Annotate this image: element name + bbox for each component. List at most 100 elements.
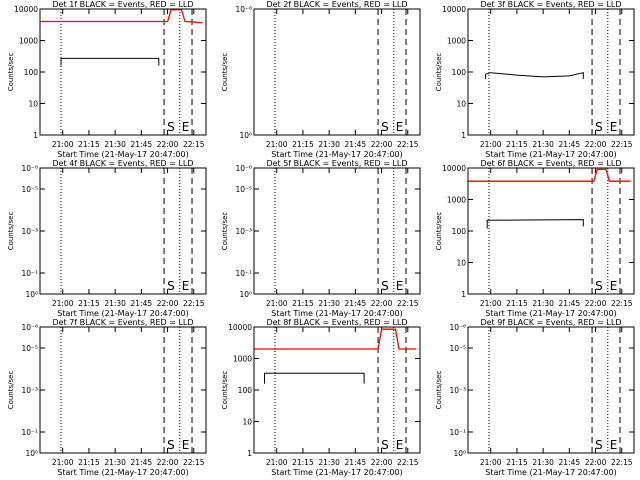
series-line-1 bbox=[485, 72, 584, 79]
panel-title: Det 5f BLACK = Events, RED = LLD bbox=[266, 159, 407, 168]
end-marker-label: E bbox=[182, 279, 190, 293]
series-line-1 bbox=[486, 219, 584, 229]
y-axis-label: Counts/sec bbox=[7, 53, 15, 92]
x-tick-label: 21:45 bbox=[559, 299, 581, 308]
x-axis-label: Start Time (21-May-17 20:47:00) bbox=[57, 309, 188, 318]
x-tick-label: 21:45 bbox=[131, 140, 153, 149]
x-tick-label: 22:00 bbox=[585, 299, 607, 308]
y-tick-label: 10⁻⁵ bbox=[449, 344, 466, 353]
x-tick-label: 21:15 bbox=[506, 458, 528, 467]
x-tick-label: 22:15 bbox=[611, 458, 633, 467]
y-tick-label: 10⁻⁵ bbox=[21, 344, 38, 353]
y-axis-label: Counts/sec bbox=[435, 53, 443, 92]
end-marker-label: E bbox=[182, 438, 190, 452]
plot-frame bbox=[253, 326, 421, 454]
x-tick-label: 21:15 bbox=[78, 458, 100, 467]
x-tick-label: 21:00 bbox=[266, 140, 288, 149]
x-tick-label: 21:00 bbox=[52, 299, 74, 308]
x-tick-label: 22:00 bbox=[371, 299, 393, 308]
panel-title: Det 8f BLACK = Events, RED = LLD bbox=[266, 318, 407, 327]
x-tick-label: 22:15 bbox=[397, 458, 419, 467]
start-marker-label: S bbox=[381, 279, 389, 293]
end-marker-label: E bbox=[610, 279, 618, 293]
y-tick-label: 10000 bbox=[442, 5, 466, 14]
start-marker-label: S bbox=[595, 120, 603, 134]
y-axis-label: Counts/sec bbox=[221, 371, 229, 410]
panel-8: Det 8f BLACK = Events, RED = LLD 1 10 100 10… bbox=[221, 318, 421, 477]
x-tick-label: 21:45 bbox=[345, 458, 367, 467]
x-tick-label: 21:15 bbox=[292, 299, 314, 308]
x-tick-label: 21:15 bbox=[78, 299, 100, 308]
x-tick-label: 21:30 bbox=[318, 299, 340, 308]
y-tick-label: 10⁻⁶ bbox=[235, 5, 252, 14]
x-tick-label: 21:00 bbox=[480, 458, 502, 467]
x-tick-label: 22:15 bbox=[397, 299, 419, 308]
end-marker-label: E bbox=[610, 120, 618, 134]
y-tick-label: 10⁻⁶ bbox=[235, 164, 252, 173]
y-tick-label: 10⁻³ bbox=[235, 227, 252, 236]
plot-frame bbox=[39, 326, 207, 454]
y-tick-label: 10⁻⁶ bbox=[21, 164, 38, 173]
x-tick-label: 22:00 bbox=[371, 458, 393, 467]
x-tick-label: 21:30 bbox=[318, 458, 340, 467]
y-tick-label: 10 bbox=[456, 100, 466, 109]
x-tick-label: 22:15 bbox=[611, 299, 633, 308]
panel-title: Det 6f BLACK = Events, RED = LLD bbox=[480, 159, 621, 168]
y-tick-label: 1 bbox=[247, 449, 252, 458]
y-tick-label: 1000 bbox=[19, 37, 38, 46]
y-tick-label: 100 bbox=[452, 68, 467, 77]
x-tick-label: 22:15 bbox=[183, 299, 205, 308]
x-tick-label: 21:30 bbox=[104, 140, 126, 149]
x-axis-label: Start Time (21-May-17 20:47:00) bbox=[485, 468, 616, 477]
x-tick-label: 21:15 bbox=[506, 299, 528, 308]
panel-title: Det 2f BLACK = Events, RED = LLD bbox=[266, 0, 407, 9]
y-tick-label: 10⁰ bbox=[239, 131, 252, 140]
y-axis-label: Counts/sec bbox=[7, 371, 15, 410]
x-tick-label: 21:30 bbox=[318, 140, 340, 149]
y-tick-label: 10⁻¹ bbox=[235, 269, 252, 278]
y-axis-label: Counts/sec bbox=[221, 53, 229, 92]
panel-9: Det 9f BLACK = Events, RED = LLD 10⁰ 10⁻¹ 1… bbox=[435, 318, 635, 477]
x-tick-label: 21:00 bbox=[52, 140, 74, 149]
y-tick-label: 10000 bbox=[228, 323, 252, 332]
y-tick-label: 10⁻⁶ bbox=[449, 323, 466, 332]
y-tick-label: 10⁻³ bbox=[21, 386, 38, 395]
x-tick-label: 22:00 bbox=[585, 458, 607, 467]
x-tick-label: 21:45 bbox=[131, 458, 153, 467]
x-axis-label: Start Time (21-May-17 20:47:00) bbox=[271, 309, 402, 318]
x-axis-label: Start Time (21-May-17 20:47:00) bbox=[57, 150, 188, 159]
x-tick-label: 22:00 bbox=[157, 299, 179, 308]
panel-2: Det 2f BLACK = Events, RED = LLD 10⁰ 10⁻⁶ 2… bbox=[221, 0, 421, 159]
panel-1: Det 1f BLACK = Events, RED = LLD 1 10 100 10… bbox=[7, 0, 207, 159]
x-tick-label: 21:30 bbox=[532, 458, 554, 467]
x-tick-label: 21:00 bbox=[480, 140, 502, 149]
y-tick-label: 10⁰ bbox=[25, 290, 38, 299]
x-tick-label: 21:30 bbox=[104, 458, 126, 467]
x-tick-label: 21:00 bbox=[52, 458, 74, 467]
y-tick-label: 1 bbox=[461, 290, 466, 299]
plot-frame bbox=[39, 8, 207, 136]
x-tick-label: 21:45 bbox=[345, 140, 367, 149]
x-axis-label: Start Time (21-May-17 20:47:00) bbox=[485, 309, 616, 318]
plot-frame bbox=[467, 8, 635, 136]
start-marker-label: S bbox=[381, 438, 389, 452]
panel-7: Det 7f BLACK = Events, RED = LLD 10⁰ 10⁻¹ 1… bbox=[7, 318, 207, 477]
plot-frame bbox=[467, 326, 635, 454]
start-marker-label: S bbox=[595, 279, 603, 293]
x-tick-label: 21:45 bbox=[559, 140, 581, 149]
panel-6: Det 6f BLACK = Events, RED = LLD 1 10 100 10… bbox=[435, 159, 635, 318]
y-tick-label: 1 bbox=[461, 131, 466, 140]
x-tick-label: 22:15 bbox=[397, 140, 419, 149]
x-axis-label: Start Time (21-May-17 20:47:00) bbox=[57, 468, 188, 477]
y-tick-label: 1000 bbox=[233, 355, 252, 364]
y-tick-label: 10⁻³ bbox=[21, 227, 38, 236]
x-tick-label: 21:45 bbox=[559, 458, 581, 467]
panel-title: Det 4f BLACK = Events, RED = LLD bbox=[52, 159, 193, 168]
panel-4: Det 4f BLACK = Events, RED = LLD 10⁰ 10⁻¹ 1… bbox=[7, 159, 207, 318]
y-axis-label: Counts/sec bbox=[435, 212, 443, 251]
y-axis-label: Counts/sec bbox=[7, 212, 15, 251]
y-tick-label: 10⁻³ bbox=[449, 386, 466, 395]
x-tick-label: 21:00 bbox=[266, 299, 288, 308]
series-line-1 bbox=[264, 372, 365, 384]
x-tick-label: 22:00 bbox=[585, 140, 607, 149]
